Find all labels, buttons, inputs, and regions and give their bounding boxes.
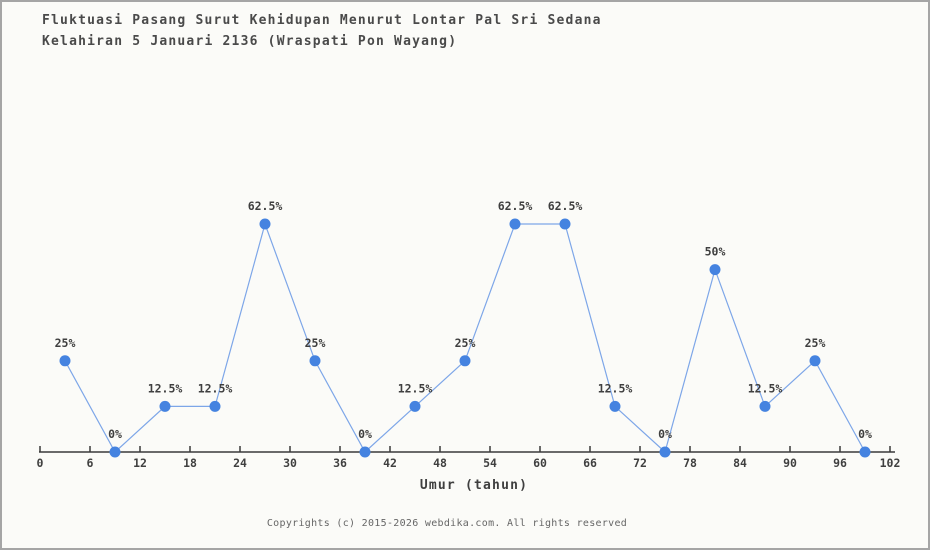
x-axis-tick-label: 90 [783,456,797,470]
data-point-label: 0% [658,427,672,441]
copyright-text: Copyrights (c) 2015-2026 webdika.com. Al… [266,518,628,529]
data-point-label: 50% [705,245,726,259]
chart-title: Fluktuasi Pasang Surut Kehidupan Menurut… [42,10,602,52]
data-point-label: 12.5% [598,381,633,395]
data-point-label: 25% [805,336,826,350]
data-point-label: 0% [108,427,122,441]
data-point-label: 12.5% [198,381,233,395]
data-point-label: 0% [358,427,372,441]
x-axis-tick-label: 72 [633,456,647,470]
data-point-label: 12.5% [148,381,183,395]
data-point-marker [609,400,621,412]
x-axis-tick-label: 6 [87,456,94,470]
data-point-label: 12.5% [398,381,433,395]
x-axis-tick-label: 18 [183,456,197,470]
x-axis-tick-label: 48 [433,456,447,470]
data-point-label: 62.5% [498,199,533,213]
x-axis-tick-label: 78 [683,456,697,470]
data-point-marker [459,355,471,367]
x-axis-tick-label: 42 [383,456,397,470]
data-point-label: 12.5% [748,381,783,395]
data-point-marker [409,400,421,412]
data-point-marker [759,400,771,412]
data-point-label: 25% [455,336,476,350]
data-point-label: 0% [858,427,872,441]
x-axis-tick-label: 60 [533,456,547,470]
data-point-marker [59,355,71,367]
x-axis-tick-label: 102 [880,456,901,470]
data-point-label: 25% [55,336,76,350]
x-axis-tick-label: 96 [833,456,847,470]
x-axis-tick-label: 36 [333,456,347,470]
x-axis-tick-label: 12 [133,456,147,470]
data-point-label: 25% [305,336,326,350]
data-point-marker [559,218,571,230]
data-point-marker [259,218,271,230]
data-point-label: 62.5% [248,199,283,213]
data-point-marker [509,218,521,230]
data-point-marker [159,400,171,412]
data-point-marker [209,400,221,412]
data-point-marker [309,355,321,367]
x-axis-tick-label: 84 [733,456,747,470]
data-point-label: 62.5% [548,199,583,213]
x-axis-tick-label: 30 [283,456,297,470]
data-point-marker [659,446,671,458]
data-point-marker [359,446,371,458]
x-axis-tick-label: 66 [583,456,597,470]
data-point-marker [809,355,821,367]
data-point-marker [109,446,121,458]
x-axis-label: Umur (tahun) [419,478,529,493]
data-point-marker [709,264,721,276]
x-axis-tick-label: 54 [483,456,497,470]
chart-title-line-2: Kelahiran 5 Januari 2136 (Wraspati Pon W… [42,34,458,49]
x-axis-tick-label: 24 [233,456,247,470]
chart-title-line-1: Fluktuasi Pasang Surut Kehidupan Menurut… [42,13,602,28]
x-axis-tick-label: 0 [37,456,44,470]
data-point-marker [859,446,871,458]
